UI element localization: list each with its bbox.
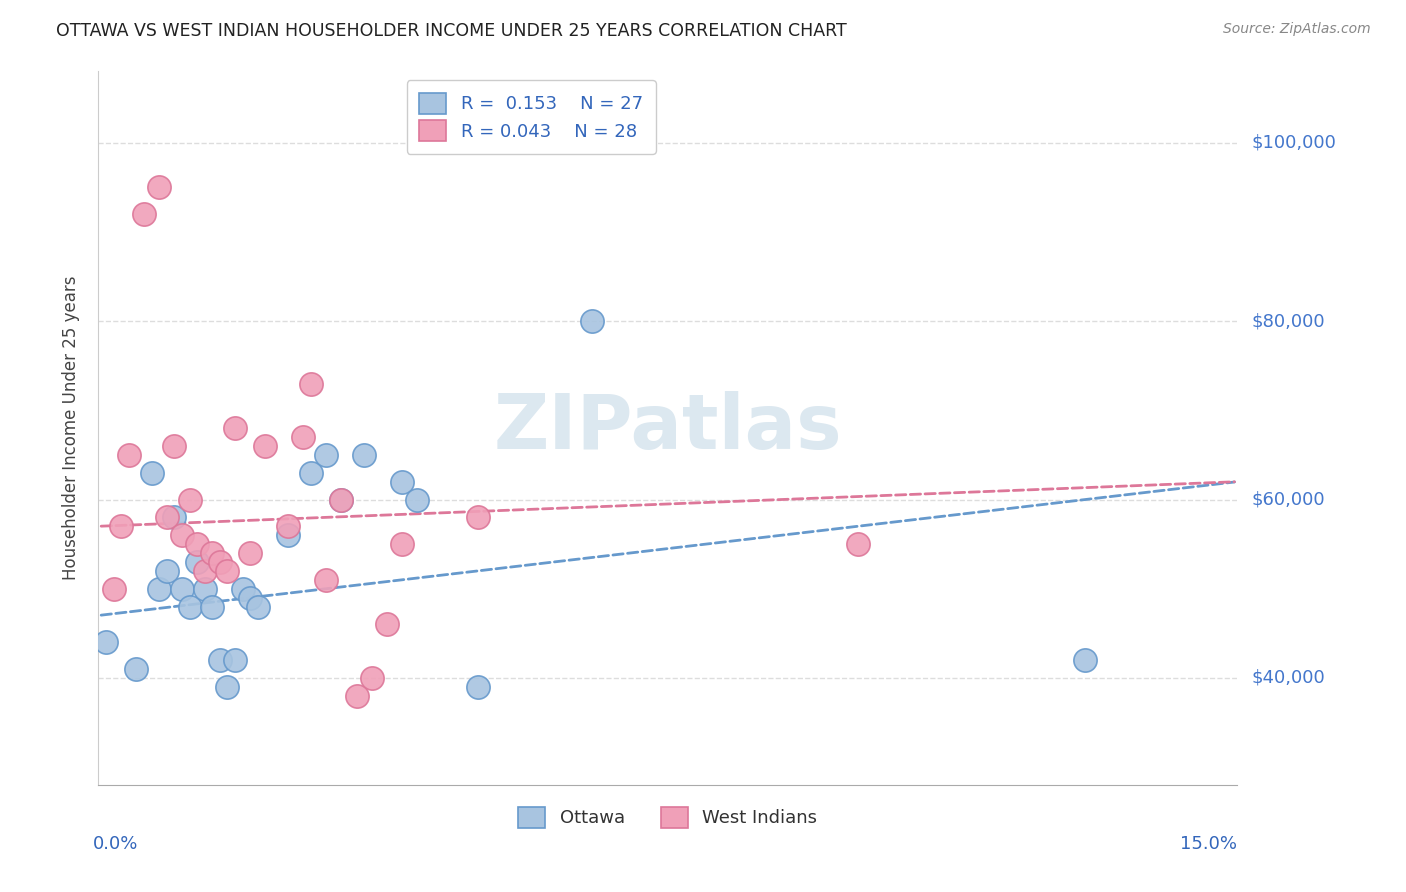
Point	[254, 439, 277, 453]
Point	[208, 555, 231, 569]
Point	[375, 617, 398, 632]
Text: $80,000: $80,000	[1251, 312, 1324, 330]
Point	[156, 510, 179, 524]
Point	[292, 430, 315, 444]
Point	[299, 376, 322, 391]
Point	[156, 564, 179, 578]
Point	[141, 466, 163, 480]
Point	[391, 537, 413, 551]
Point	[299, 466, 322, 480]
Point	[239, 591, 262, 605]
Point	[277, 528, 299, 542]
Point	[125, 662, 148, 676]
Point	[353, 448, 375, 462]
Point	[330, 492, 353, 507]
Point	[315, 573, 337, 587]
Point	[132, 207, 155, 221]
Legend: Ottawa, West Indians: Ottawa, West Indians	[506, 794, 830, 840]
Point	[110, 519, 132, 533]
Text: 0.0%: 0.0%	[93, 835, 138, 853]
Point	[246, 599, 269, 614]
Point	[208, 653, 231, 667]
Point	[1074, 653, 1097, 667]
Point	[217, 564, 239, 578]
Text: $40,000: $40,000	[1251, 669, 1324, 687]
Point	[846, 537, 869, 551]
Y-axis label: Householder Income Under 25 years: Householder Income Under 25 years	[62, 276, 80, 581]
Point	[406, 492, 429, 507]
Point	[467, 680, 489, 694]
Point	[194, 582, 217, 596]
Point	[179, 599, 201, 614]
Text: 15.0%: 15.0%	[1180, 835, 1237, 853]
Point	[201, 599, 224, 614]
Point	[581, 314, 603, 328]
Text: $100,000: $100,000	[1251, 134, 1336, 152]
Point	[232, 582, 254, 596]
Point	[277, 519, 299, 533]
Point	[330, 492, 353, 507]
Point	[186, 555, 208, 569]
Point	[148, 582, 170, 596]
Point	[186, 537, 208, 551]
Point	[360, 671, 382, 685]
Point	[224, 421, 246, 435]
Point	[467, 510, 489, 524]
Point	[224, 653, 246, 667]
Point	[118, 448, 141, 462]
Point	[239, 546, 262, 560]
Text: ZIPatlas: ZIPatlas	[494, 392, 842, 465]
Point	[103, 582, 125, 596]
Point	[201, 546, 224, 560]
Point	[391, 475, 413, 489]
Point	[94, 635, 117, 649]
Point	[346, 689, 368, 703]
Text: $60,000: $60,000	[1251, 491, 1324, 508]
Text: OTTAWA VS WEST INDIAN HOUSEHOLDER INCOME UNDER 25 YEARS CORRELATION CHART: OTTAWA VS WEST INDIAN HOUSEHOLDER INCOME…	[56, 22, 846, 40]
Point	[148, 180, 170, 194]
Point	[217, 680, 239, 694]
Point	[163, 510, 186, 524]
Point	[163, 439, 186, 453]
Point	[179, 492, 201, 507]
Text: Source: ZipAtlas.com: Source: ZipAtlas.com	[1223, 22, 1371, 37]
Point	[170, 528, 193, 542]
Point	[170, 582, 193, 596]
Point	[194, 564, 217, 578]
Point	[315, 448, 337, 462]
